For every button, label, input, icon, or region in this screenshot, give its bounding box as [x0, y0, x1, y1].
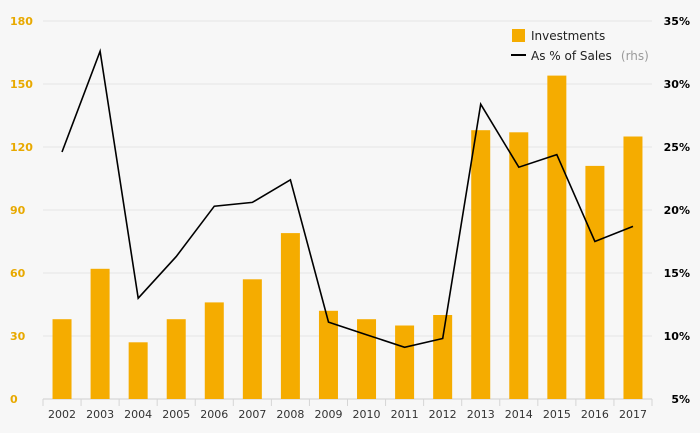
- y-left-tick-label: 0: [10, 393, 18, 406]
- bar-investments-2005: [166, 319, 186, 399]
- y-left-tick-label: 30: [10, 330, 26, 343]
- bar-investments-2002: [52, 319, 72, 399]
- x-tick-label-2011: 2011: [391, 408, 419, 421]
- bar-investments-2012: [433, 315, 453, 399]
- x-tick-label-2003: 2003: [86, 408, 114, 421]
- x-tick-label-2013: 2013: [467, 408, 495, 421]
- legend-label-investments: Investments: [531, 29, 605, 43]
- bar-investments-2007: [242, 279, 262, 399]
- y-left-tick-label: 90: [10, 204, 26, 217]
- x-tick-label-2015: 2015: [543, 408, 571, 421]
- bar-investments-2006: [204, 302, 224, 399]
- bar-investments-2014: [509, 132, 529, 400]
- x-tick-label-2002: 2002: [48, 408, 76, 421]
- y-left-tick-label: 180: [10, 15, 33, 28]
- bar-investments-2010: [357, 319, 377, 399]
- y-right-tick-label: 35%: [664, 15, 690, 28]
- bar-series-investments: [52, 75, 643, 400]
- y-axis-left: 0 30 60 90 120 150 180: [10, 15, 33, 406]
- bar-investments-2011: [395, 325, 415, 399]
- x-tick-label-2008: 2008: [276, 408, 304, 421]
- x-tick-label-2012: 2012: [429, 408, 457, 421]
- x-tick-label-2014: 2014: [505, 408, 533, 421]
- x-tick-label-2005: 2005: [162, 408, 190, 421]
- x-tick-label-2006: 2006: [200, 408, 228, 421]
- x-axis: 2002 2003 2004 2005 2006 2007 2008 2009 2010 2011…: [48, 408, 647, 421]
- y-right-tick-label: 5%: [671, 393, 690, 406]
- bar-investments-2013: [471, 130, 491, 399]
- y-right-tick-label: 30%: [664, 78, 690, 91]
- legend-swatch-investments: [512, 29, 525, 42]
- gridlines: [42, 20, 653, 406]
- bar-investments-2016: [585, 165, 605, 399]
- x-tick-label-2017: 2017: [619, 408, 647, 421]
- bar-investments-2015: [547, 75, 567, 399]
- bar-investments-2004: [128, 342, 148, 399]
- x-tick-label-2010: 2010: [353, 408, 381, 421]
- bar-investments-2008: [280, 233, 300, 399]
- y-right-tick-label: 25%: [664, 141, 690, 154]
- y-left-tick-label: 120: [10, 141, 33, 154]
- y-axis-right: 5% 10% 15% 20% 25% 30% 35%: [664, 15, 690, 406]
- bar-investments-2009: [318, 310, 338, 399]
- y-right-tick-label: 15%: [664, 267, 690, 280]
- x-tick-label-2016: 2016: [581, 408, 609, 421]
- x-tick-label-2007: 2007: [238, 408, 266, 421]
- y-right-tick-label: 10%: [664, 330, 690, 343]
- legend: Investments As % of Sales (rhs): [511, 29, 649, 64]
- bar-investments-2017: [623, 136, 643, 399]
- y-right-tick-label: 20%: [664, 204, 690, 217]
- y-left-tick-label: 60: [10, 267, 26, 280]
- legend-label-pct-of-sales: As % of Sales (rhs): [531, 45, 649, 64]
- bar-investments-2003: [90, 268, 110, 399]
- y-left-tick-label: 150: [10, 78, 33, 91]
- line-series-pct-of-sales: [61, 48, 634, 349]
- x-tick-label-2004: 2004: [124, 408, 152, 421]
- x-tick-label-2009: 2009: [314, 408, 342, 421]
